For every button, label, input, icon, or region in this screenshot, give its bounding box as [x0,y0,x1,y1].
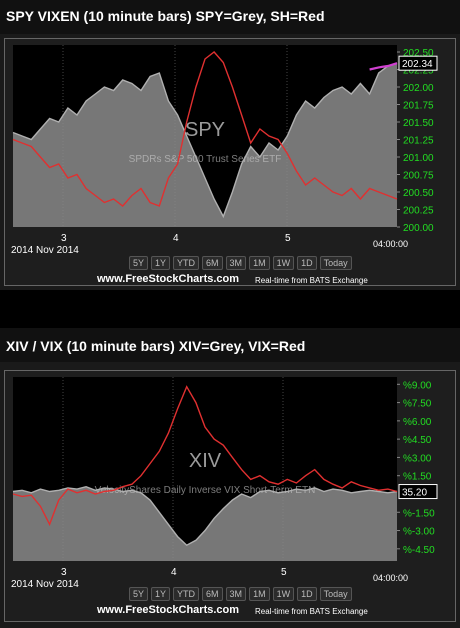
time-label: 04:00:00 [373,573,408,583]
time-label: 04:00:00 [373,239,408,249]
realtime-note: Real-time from BATS Exchange [255,607,368,616]
y-tick-label: %1.50 [403,472,432,483]
watermark-symbol: SPY [185,119,225,141]
series-area-spy [13,63,397,228]
range-button-1d[interactable]: 1D [297,587,317,601]
range-button-3m[interactable]: 3M [225,256,247,270]
y-tick-label: %-4.50 [403,545,435,556]
x-tick-label: 5 [281,567,287,578]
y-tick-label: %-1.50 [403,508,435,519]
xiv-range-buttons: 5Y 1Y YTD 6M 3M 1M 1W 1D Today [129,587,352,601]
range-button-6m[interactable]: 6M [202,256,223,270]
range-button-1m[interactable]: 1M [249,587,270,601]
range-button-5y[interactable]: 5Y [129,256,149,270]
xiv-chart-title: XIV / VIX (10 minute bars) XIV=Grey, VIX… [6,338,306,354]
y-tick-label: 201.25 [403,136,434,147]
watermark-symbol: XIV [189,450,222,472]
xiv-panel: XIV / VIX (10 minute bars) XIV=Grey, VIX… [0,328,460,628]
y-tick-label: 200.00 [403,223,434,234]
y-tick-label: 201.00 [403,153,434,164]
last-value-label: 35.20 [402,488,427,499]
range-button-today[interactable]: Today [319,587,352,601]
range-button-3m[interactable]: 3M [225,587,247,601]
series-line-spy [12,62,398,219]
x-tick-label: 4 [171,567,177,578]
range-button-1y[interactable]: 1Y [151,256,171,270]
watermark-name: VelocityShares Daily Inverse VIX Short-T… [95,485,316,496]
y-tick-label: %4.50 [403,435,432,446]
x-tick-label: 3 [61,233,67,244]
spy-range-buttons: 5Y 1Y YTD 6M 3M 1M 1W 1D Today [129,256,352,270]
y-tick-label: %6.00 [403,417,432,428]
last-value-box [398,55,438,71]
range-button-5y[interactable]: 5Y [129,587,149,601]
y-tick-label: 200.75 [403,171,434,182]
date-label: 2014 Nov 2014 [11,245,79,256]
range-button-1d[interactable]: 1D [297,256,317,270]
x-tick-label: 5 [285,233,291,244]
spy-title-bar: SPY VIXEN (10 minute bars) SPY=Grey, SH=… [0,0,460,34]
xiv-title-bar: XIV / VIX (10 minute bars) XIV=Grey, VIX… [0,328,460,362]
y-tick-label: 201.50 [403,118,434,129]
range-button-6m[interactable]: 6M [202,587,223,601]
y-tick-label: 202.25 [403,66,434,77]
y-tick-label: 200.50 [403,188,434,199]
range-button-ytd[interactable]: YTD [173,587,200,601]
range-button-1y[interactable]: 1Y [151,587,171,601]
range-button-1w[interactable]: 1W [272,587,295,601]
last-value-label: 202.34 [402,59,433,70]
y-tick-label: %3.00 [403,453,432,464]
series-line-xiv [12,485,398,547]
y-tick-label: %-3.00 [403,527,435,538]
site-link[interactable]: www.FreeStockCharts.com [97,273,240,285]
realtime-note: Real-time from BATS Exchange [255,276,368,285]
site-link[interactable]: www.FreeStockCharts.com [97,604,240,616]
range-button-ytd[interactable]: YTD [173,256,200,270]
date-label: 2014 Nov 2014 [11,579,79,590]
xiv-chart-frame: XIV VelocityShares Daily Inverse VIX Shor… [4,370,456,622]
spy-panel: SPY VIXEN (10 minute bars) SPY=Grey, SH=… [0,0,460,290]
range-button-1m[interactable]: 1M [249,256,270,270]
y-tick-label: 202.00 [403,83,434,94]
y-tick-label: %9.00 [403,380,432,391]
range-button-1w[interactable]: 1W [272,256,295,270]
y-tick-label: 201.75 [403,101,434,112]
x-tick-label: 3 [61,567,67,578]
y-tick-label: %7.50 [403,399,432,410]
series-line-vix [12,385,398,527]
y-tick-label: 202.50 [403,48,434,59]
y-tick-label: 200.25 [403,206,434,217]
spy-chart-title: SPY VIXEN (10 minute bars) SPY=Grey, SH=… [6,8,325,24]
last-value-box [398,484,438,500]
xiv-chart: XIV VelocityShares Daily Inverse VIX Shor… [11,377,438,590]
series-line-sh [12,51,398,207]
x-tick-label: 4 [173,233,179,244]
series-line-extra [369,62,398,71]
series-area-xiv [13,486,397,561]
spy-chart-frame: SPY SPDRs S&P 500 Trust Series ETF 202.50 2… [4,38,456,286]
range-button-today[interactable]: Today [319,256,352,270]
watermark-name: SPDRs S&P 500 Trust Series ETF [129,154,282,165]
